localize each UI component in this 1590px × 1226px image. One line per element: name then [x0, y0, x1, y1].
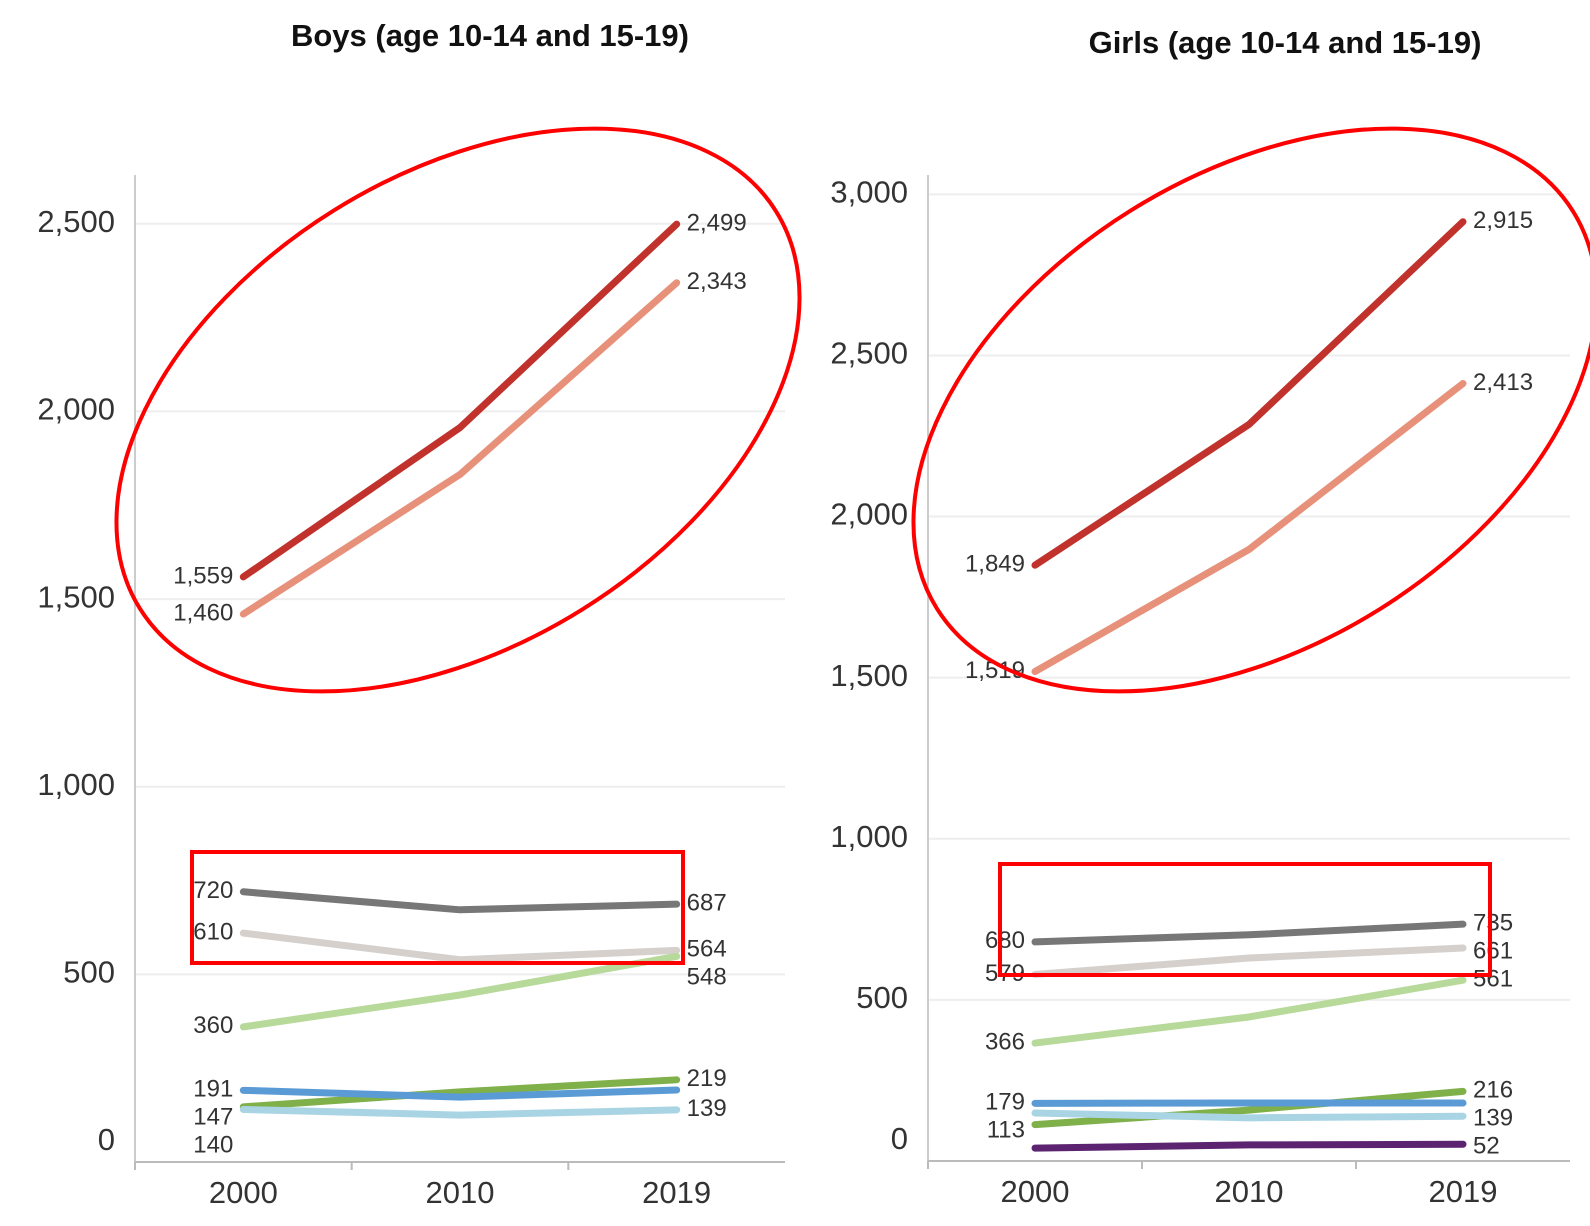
series-line — [1031, 920, 1467, 946]
series-line — [239, 888, 681, 914]
series-line — [239, 1105, 681, 1119]
series-line — [239, 1086, 681, 1101]
highlight-ellipse — [911, 126, 1590, 694]
series-line — [1031, 1140, 1467, 1152]
series-line — [239, 929, 681, 964]
series-line — [1031, 976, 1467, 1047]
data-label: 561 — [1473, 966, 1513, 993]
data-label: 2,499 — [687, 210, 747, 237]
series-line — [239, 279, 681, 618]
y-tick-label: 1,000 — [37, 767, 115, 802]
data-label: 216 — [1473, 1077, 1513, 1104]
data-label: 1,559 — [173, 562, 233, 589]
data-label: 720 — [193, 877, 233, 904]
data-label: 2,915 — [1473, 207, 1533, 234]
series-line — [1031, 218, 1467, 569]
data-label: 2,343 — [687, 268, 747, 295]
x-tick-label: 2000 — [209, 1175, 278, 1210]
y-tick-label: 2,500 — [830, 336, 908, 371]
data-label: 140 — [193, 1132, 233, 1159]
chart-title: Girls (age 10-14 and 15-19) — [1089, 25, 1482, 60]
y-tick-label: 2,500 — [37, 204, 115, 239]
data-label: 680 — [985, 927, 1025, 954]
data-label: 139 — [687, 1095, 727, 1122]
highlight-box — [190, 850, 685, 965]
data-label: 735 — [1473, 910, 1513, 937]
y-tick-label: 3,000 — [830, 175, 908, 210]
x-tick-label: 2019 — [642, 1175, 711, 1210]
series-line — [239, 1076, 681, 1111]
y-tick-label: 2,000 — [830, 497, 908, 532]
series-line — [1031, 1109, 1467, 1122]
data-label: 1,849 — [965, 551, 1025, 578]
data-label: 147 — [193, 1104, 233, 1131]
data-label: 52 — [1473, 1133, 1500, 1160]
highlight-box — [998, 862, 1492, 977]
y-tick-label: 1,500 — [830, 658, 908, 693]
chart-title: Boys (age 10-14 and 15-19) — [291, 18, 689, 53]
data-label: 179 — [985, 1089, 1025, 1116]
data-label: 564 — [687, 936, 727, 963]
highlight-ellipse — [114, 126, 802, 694]
y-tick-label: 1,000 — [830, 819, 908, 854]
x-tick-label: 2019 — [1429, 1174, 1498, 1209]
data-label: 360 — [193, 1012, 233, 1039]
series-line — [1031, 944, 1467, 978]
x-tick-label: 2010 — [426, 1175, 495, 1210]
data-label: 366 — [985, 1028, 1025, 1055]
y-tick-label: 0 — [891, 1121, 908, 1156]
data-label: 687 — [687, 890, 727, 917]
x-tick-label: 2010 — [1215, 1174, 1284, 1209]
series-line — [239, 952, 681, 1031]
y-tick-label: 0 — [98, 1122, 115, 1157]
y-tick-label: 1,500 — [37, 579, 115, 614]
data-label: 2,413 — [1473, 369, 1533, 396]
series-line — [1031, 1087, 1467, 1129]
data-label: 610 — [193, 918, 233, 945]
data-label: 113 — [987, 1117, 1025, 1144]
y-tick-label: 2,000 — [37, 392, 115, 427]
data-label: 1,460 — [173, 599, 233, 626]
data-label: 191 — [193, 1076, 233, 1103]
series-line — [1031, 379, 1467, 676]
y-tick-label: 500 — [856, 980, 908, 1015]
x-tick-label: 2000 — [1001, 1174, 1070, 1209]
annotations — [114, 126, 1590, 977]
data-label: 548 — [687, 964, 727, 991]
series-line — [239, 220, 681, 581]
data-label: 139 — [1473, 1105, 1513, 1132]
data-label: 661 — [1473, 938, 1513, 965]
data-label: 219 — [687, 1065, 727, 1092]
y-tick-label: 500 — [63, 955, 115, 990]
